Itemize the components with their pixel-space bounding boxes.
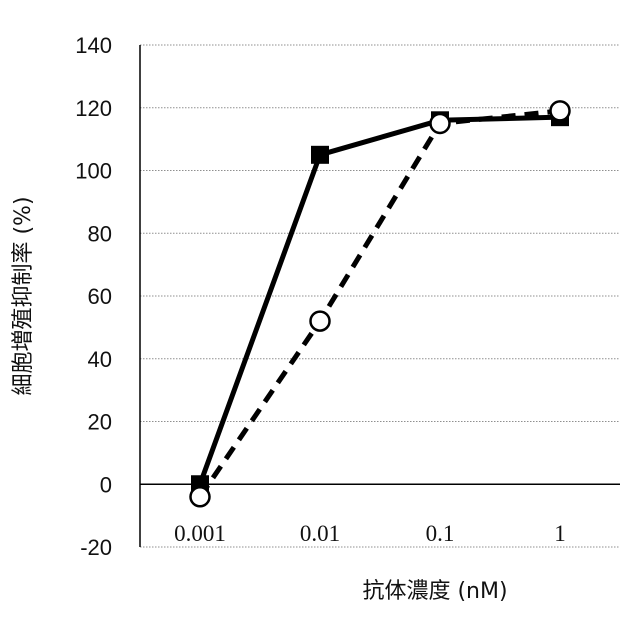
series-2 [189, 100, 571, 508]
x-tick-label: 1 [554, 521, 566, 546]
series-line [197, 108, 561, 499]
series [189, 100, 571, 508]
y-tick-label: 80 [88, 221, 112, 246]
data-point-circle [189, 486, 211, 508]
y-tick-label: 100 [75, 159, 112, 184]
grid-lines [140, 44, 620, 548]
data-point-circle [429, 112, 451, 135]
data-point-square [311, 145, 329, 164]
y-tick-label: 140 [75, 33, 112, 58]
x-tick-label: 0.001 [174, 521, 226, 546]
y-tick-label: 40 [88, 347, 112, 372]
y-tick-labels: -20 0 20 40 60 80 100 120 140 [75, 33, 112, 560]
y-tick-label: 0 [100, 472, 112, 497]
x-tick-label: 0.1 [426, 521, 455, 546]
y-tick-label: 120 [75, 96, 112, 121]
y-axis-title: 細胞増殖抑制率 (%) [11, 196, 36, 395]
y-tick-label: 60 [88, 284, 112, 309]
data-point-circle [549, 100, 571, 122]
axes [139, 45, 620, 547]
x-axis-title: 抗体濃度 (nM) [362, 579, 507, 604]
series-line [197, 114, 561, 486]
data-point-circle [309, 310, 331, 332]
y-tick-label: -20 [80, 535, 112, 560]
x-tick-label: 0.01 [300, 521, 340, 546]
x-tick-labels: 0.001 0.01 0.1 1 [174, 521, 566, 546]
y-tick-label: 20 [88, 410, 112, 435]
series-1 [191, 108, 569, 494]
